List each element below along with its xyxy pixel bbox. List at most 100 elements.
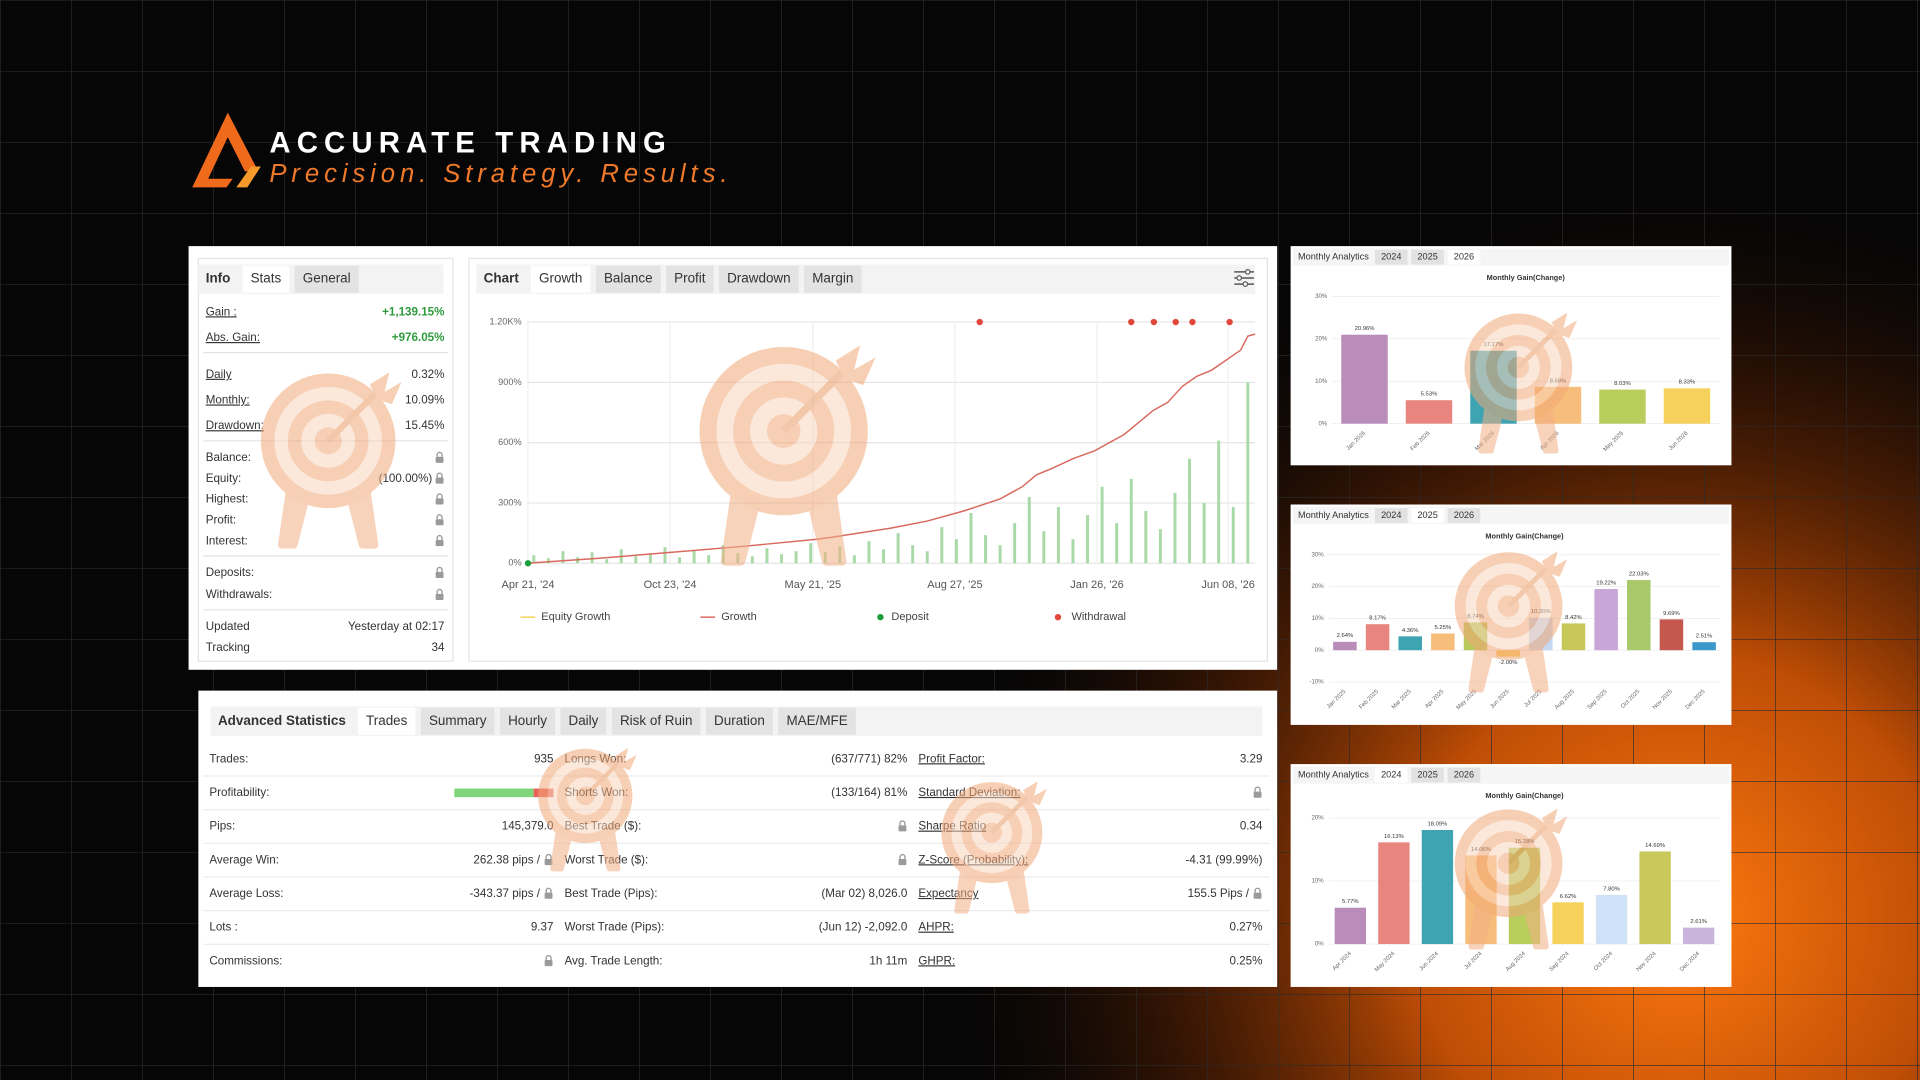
daily-bar bbox=[984, 535, 988, 564]
tab[interactable]: Risk of Ruin bbox=[620, 713, 693, 728]
value-label: 19.22% bbox=[1596, 580, 1616, 586]
stat-label: Average Win: bbox=[209, 853, 279, 866]
legend-label: Growth bbox=[721, 611, 757, 623]
lock-icon bbox=[435, 451, 444, 463]
tab[interactable]: Profit bbox=[674, 271, 706, 286]
tab-background bbox=[357, 707, 416, 735]
year-tab[interactable]: 2025 bbox=[1417, 510, 1437, 520]
year-tab[interactable]: 2024 bbox=[1381, 770, 1401, 780]
y-tick-label: 300% bbox=[498, 497, 521, 507]
year-tab[interactable]: 2025 bbox=[1417, 252, 1437, 262]
year-tab-background bbox=[1447, 508, 1481, 523]
watermark-fletch bbox=[614, 747, 637, 771]
tab[interactable]: Trades bbox=[366, 713, 408, 728]
value-label: 9.69% bbox=[1663, 611, 1680, 617]
tab-background bbox=[719, 265, 799, 293]
tab[interactable]: Duration bbox=[714, 713, 765, 728]
settings-knob bbox=[1244, 269, 1251, 275]
x-tick-label: Aug 27, '25 bbox=[927, 579, 982, 591]
profitability-bar bbox=[454, 788, 534, 798]
year-tab[interactable]: 2026 bbox=[1454, 252, 1474, 262]
tab[interactable]: Drawdown bbox=[727, 271, 791, 286]
daily-bar bbox=[1042, 531, 1046, 564]
tab[interactable]: Stats bbox=[251, 271, 282, 286]
watermark-arrow bbox=[1506, 565, 1550, 608]
daily-bar bbox=[1217, 440, 1221, 564]
lock-shackle bbox=[545, 887, 552, 893]
year-tab[interactable]: 2025 bbox=[1417, 770, 1437, 780]
stat-value: 1h 11m bbox=[869, 954, 907, 967]
daily-bar bbox=[940, 527, 944, 564]
year-tab[interactable]: 2024 bbox=[1381, 252, 1401, 262]
stat-label: Updated bbox=[206, 620, 250, 633]
year-tab-background bbox=[1411, 767, 1444, 783]
y-tick-label: 20% bbox=[1311, 583, 1324, 590]
stat-label: Profit: bbox=[206, 513, 236, 526]
stat-label: Profitability: bbox=[209, 786, 269, 799]
value-label: 5.53% bbox=[1421, 392, 1438, 398]
year-tab-background bbox=[1447, 767, 1481, 783]
stat-label: Tracking bbox=[206, 641, 250, 654]
tab-background bbox=[611, 707, 701, 735]
stat-label: Drawdown: bbox=[206, 419, 264, 432]
stat-value: 935 bbox=[534, 752, 553, 765]
value-label: -2.00% bbox=[1499, 660, 1518, 666]
value-label: 4.36% bbox=[1402, 628, 1419, 634]
tab-strip bbox=[476, 264, 1256, 294]
daily-bar bbox=[780, 554, 784, 564]
tab[interactable]: General bbox=[303, 271, 351, 286]
stat-value: -4.31 (99.99%) bbox=[1186, 853, 1263, 866]
year-tab[interactable]: 2026 bbox=[1454, 510, 1474, 520]
tab-background bbox=[294, 265, 359, 293]
event-dot bbox=[1150, 318, 1158, 326]
lock-body bbox=[544, 960, 553, 967]
value-label: 8.42% bbox=[1565, 615, 1582, 621]
tab[interactable]: Daily bbox=[568, 713, 598, 728]
daily-bar bbox=[663, 547, 667, 564]
lock-icon bbox=[435, 534, 444, 547]
watermark-arrow bbox=[583, 760, 622, 798]
logo bbox=[192, 112, 261, 188]
legend-label: Deposit bbox=[891, 611, 928, 623]
bar bbox=[1405, 400, 1453, 424]
year-tab-background bbox=[1411, 508, 1444, 523]
lock-body bbox=[435, 519, 444, 526]
lock-shackle bbox=[436, 534, 443, 541]
stat-value: (637/771) 82% bbox=[831, 752, 907, 765]
tab[interactable]: MAE/MFE bbox=[786, 713, 847, 728]
daily-bar bbox=[678, 557, 682, 564]
lock-shackle bbox=[436, 588, 443, 594]
monthly-title: Monthly Analytics bbox=[1298, 510, 1369, 520]
stat-label: Interest: bbox=[206, 534, 248, 547]
lock-icon bbox=[435, 472, 444, 484]
tab[interactable]: Summary bbox=[429, 713, 487, 728]
stat-label: Lots : bbox=[209, 921, 237, 934]
lock-body bbox=[435, 456, 444, 463]
tab[interactable]: Growth bbox=[539, 271, 582, 286]
tab[interactable]: Margin bbox=[812, 271, 853, 286]
tab[interactable]: Hourly bbox=[508, 713, 547, 728]
lock-body bbox=[435, 477, 444, 484]
stat-value: 9.37 bbox=[531, 921, 554, 934]
value-label: 22.03% bbox=[1629, 571, 1649, 577]
watermark-fletch bbox=[369, 372, 402, 405]
watermark bbox=[260, 372, 402, 549]
stat-value: (Jun 12) -2,092.0 bbox=[819, 921, 908, 934]
stat-value: +976.05% bbox=[392, 331, 445, 344]
daily-bar bbox=[1027, 496, 1031, 564]
stat-label: Worst Trade (Pips): bbox=[564, 921, 664, 934]
year-tab[interactable]: 2026 bbox=[1454, 770, 1474, 780]
daily-bar bbox=[998, 545, 1002, 564]
stat-value: (133/164) 81% bbox=[831, 786, 907, 799]
lock-icon bbox=[544, 887, 553, 899]
stat-value: 155.5 Pips / bbox=[1188, 887, 1250, 900]
year-tab[interactable]: 2024 bbox=[1381, 510, 1401, 520]
tab-heading: Chart bbox=[484, 271, 520, 286]
stat-value: 0.34 bbox=[1240, 820, 1263, 833]
lock-shackle bbox=[545, 954, 552, 961]
daily-bar bbox=[911, 545, 915, 564]
value-label: 5.77% bbox=[1342, 899, 1359, 905]
tab[interactable]: Balance bbox=[604, 271, 653, 286]
tab-background bbox=[560, 707, 607, 735]
